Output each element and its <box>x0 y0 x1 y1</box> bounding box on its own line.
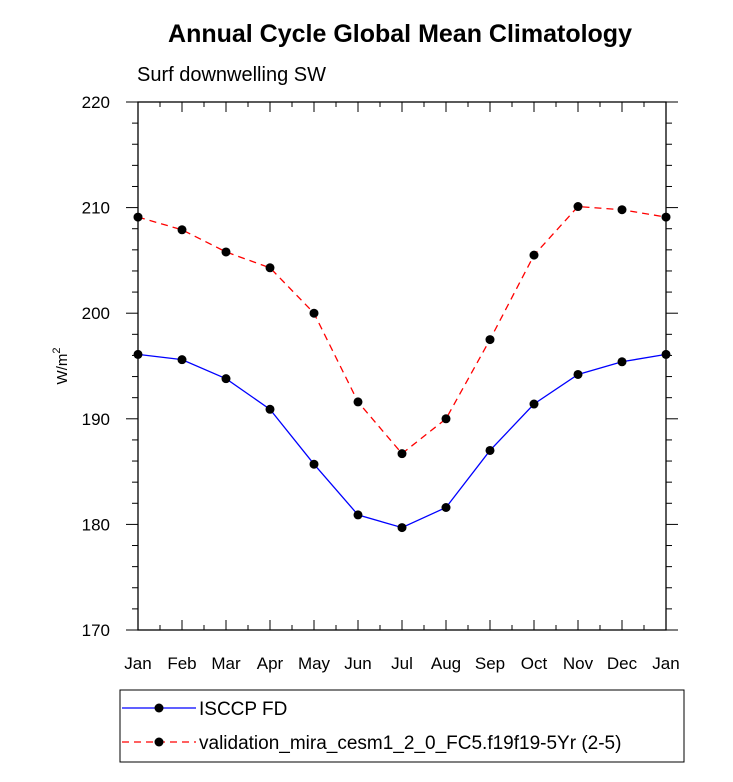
data-point <box>265 263 275 273</box>
data-point <box>133 212 143 222</box>
data-point <box>529 399 539 409</box>
x-tick-label: Jan <box>124 654 151 673</box>
x-tick-label: Dec <box>607 654 638 673</box>
legend-label-1: ISCCP FD <box>199 699 287 720</box>
y-axis-label-base: W/m <box>54 354 71 385</box>
data-point <box>265 404 275 414</box>
data-point <box>661 212 671 222</box>
data-point <box>617 357 627 367</box>
data-point <box>309 459 319 469</box>
legend-label-2: validation_mira_cesm1_2_0_FC5.f19f19-5Yr… <box>199 733 621 754</box>
data-point <box>221 247 231 257</box>
x-tick-label: Jan <box>652 654 679 673</box>
plot-frame <box>137 101 667 631</box>
data-point <box>529 250 539 260</box>
series-line-2 <box>137 205 667 455</box>
series-markers <box>133 202 671 533</box>
x-tick-label: Mar <box>211 654 241 673</box>
data-point <box>353 510 363 520</box>
data-point <box>573 202 583 212</box>
data-point <box>441 414 451 424</box>
data-point <box>397 523 407 533</box>
y-tick-label: 200 <box>82 304 110 323</box>
axis-ticks <box>126 101 678 631</box>
data-point <box>177 355 187 365</box>
chart-subtitle: Surf downwelling SW <box>137 64 326 86</box>
data-point <box>617 205 627 215</box>
y-tick-labels: 170 180 190 200 210 220 <box>82 93 110 640</box>
x-tick-label: Nov <box>563 654 594 673</box>
legend-marker-2 <box>154 737 164 747</box>
data-point <box>177 225 187 235</box>
x-tick-labels: Jan Feb Mar Apr May Jun Jul Aug Sep Oct Nov Dec Jan <box>124 654 679 673</box>
y-tick-label: 180 <box>82 515 110 534</box>
data-point <box>485 445 495 455</box>
x-tick-label: Apr <box>257 654 284 673</box>
data-point <box>309 308 319 318</box>
data-point <box>133 349 143 359</box>
data-point <box>573 369 583 379</box>
y-axis-label: W/m2 <box>51 348 71 385</box>
data-point <box>397 449 407 459</box>
y-axis-label-superscript: 2 <box>51 348 63 354</box>
legend-marker-1 <box>154 703 164 713</box>
y-tick-label: 220 <box>82 93 110 112</box>
y-tick-label: 210 <box>82 199 110 218</box>
series-lines <box>137 205 667 529</box>
x-tick-label: Aug <box>431 654 461 673</box>
x-tick-label: Oct <box>521 654 548 673</box>
x-tick-label: Jun <box>344 654 371 673</box>
data-point <box>661 349 671 359</box>
chart-title: Annual Cycle Global Mean Climatology <box>168 20 632 48</box>
y-tick-label: 170 <box>82 621 110 640</box>
series-line-1 <box>137 353 667 529</box>
legend-box <box>119 689 685 763</box>
x-tick-label: Sep <box>475 654 505 673</box>
legend: ISCCP FD validation_mira_cesm1_2_0_FC5.f1… <box>122 699 621 754</box>
data-point <box>221 374 231 384</box>
x-tick-label: May <box>298 654 331 673</box>
data-point <box>441 503 451 513</box>
x-tick-label: Feb <box>167 654 196 673</box>
data-point <box>353 397 363 407</box>
y-tick-label: 190 <box>82 410 110 429</box>
x-tick-label: Jul <box>391 654 413 673</box>
data-point <box>485 335 495 345</box>
